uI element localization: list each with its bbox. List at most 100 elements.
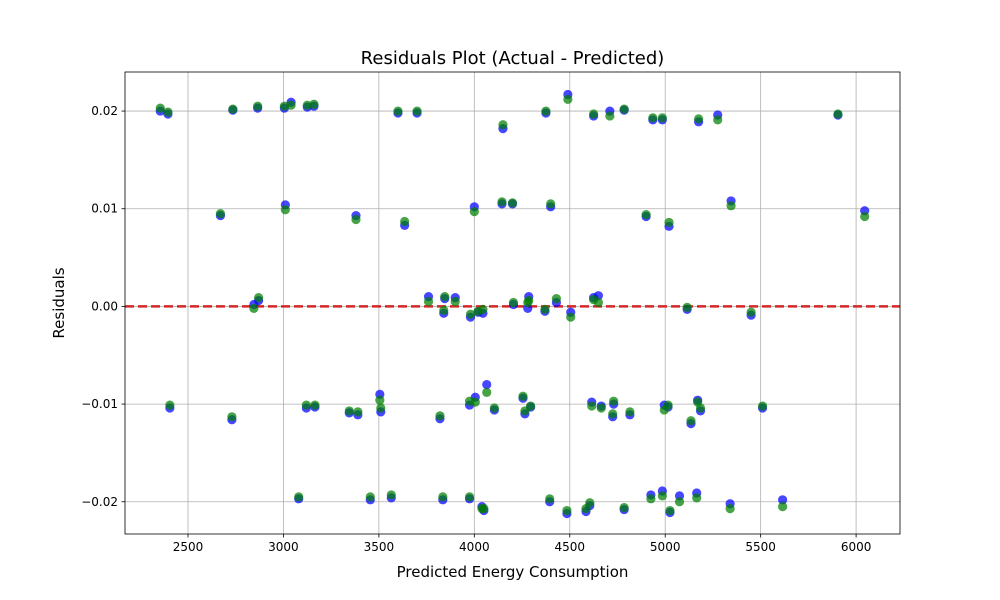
scatter-point-series-2 [489,403,499,413]
plot-frame [124,71,901,535]
scatter-point-series-2 [746,307,756,317]
scatter-point-series-1 [482,379,492,390]
scatter-point-series-2 [663,400,673,410]
scatter-point-series-2 [587,401,597,411]
scatter-point-series-2 [665,505,675,516]
scatter-point-series-2 [641,210,651,220]
y-axis: −0.02 −0.01 0.00 0.01 0.02 [81,104,125,509]
scatter-point-series-2 [393,106,403,116]
scatter-point-series-1 [778,495,788,505]
scatter-point-series-2 [605,111,615,121]
scatter-point-series-2 [280,205,290,215]
scatter-point-series-2 [479,504,489,514]
scatter-point-series-2 [439,305,449,315]
scatter-point-series-2 [657,491,667,501]
scatter-point-series-2 [619,104,629,114]
scatter-point-series-2 [860,211,870,222]
scatter-point-series-2 [518,391,528,401]
scatter-point-series-2 [375,395,385,405]
scatter-point-series-2 [694,114,704,124]
scatter-point-series-2 [648,113,658,123]
scatter-point-series-2 [609,396,619,406]
scatter-point-series-2 [227,412,237,422]
scatter-point-series-2 [478,304,488,314]
scatter-point-series-2 [497,197,507,207]
scatter-point-series-2 [526,401,536,411]
scatter-point-series-2 [674,497,685,507]
scatter-point-series-2 [215,209,226,219]
y-axis-title: Residuals [50,267,68,338]
scatter-point-series-2 [228,104,238,114]
x-tick-label: 4000 [459,540,490,554]
scatter-point-series-2 [541,106,551,116]
scatter-point-series-2 [498,120,508,130]
scatter-point-series-2 [423,296,434,307]
scatter-point-series-2 [589,109,599,119]
scatter-point-series-2 [507,198,518,208]
x-tick-label: 3500 [364,540,395,554]
scatter-point-series-2 [713,115,723,125]
scatter-point-series-2 [546,199,556,209]
y-tick-label: 0.00 [91,299,118,313]
scatter-point-series-2 [545,494,555,504]
y-tick-label: −0.01 [81,397,118,411]
scatter-point-series-2 [625,407,635,417]
y-tick-label: 0.02 [91,104,118,118]
scatter-points [155,89,870,519]
scatter-point-series-2 [465,309,476,319]
scatter-point-series-2 [646,494,656,504]
scatter-point-series-2 [562,505,572,516]
scatter-point-series-2 [482,387,492,397]
scatter-point-series-2 [566,312,576,322]
y-tick-label: −0.02 [81,495,118,509]
scatter-point-series-2 [435,411,445,421]
scatter-point-series-2 [778,502,788,512]
y-tick-label: 0.01 [91,202,118,216]
scatter-point-series-2 [438,492,448,502]
scatter-point-series-2 [725,504,735,514]
scatter-point-series-2 [757,401,768,411]
x-tick-label: 5500 [745,540,776,554]
scatter-point-series-2 [309,99,319,109]
scatter-point-series-2 [400,216,410,227]
scatter-point-series-2 [464,492,475,502]
scatter-point-series-2 [450,296,460,307]
scatter-point-series-2 [833,109,843,119]
scatter-point-series-2 [376,403,386,413]
scatter-point-series-2 [249,303,259,313]
scatter-point-series-2 [254,293,264,303]
scatter-point-series-2 [469,207,479,217]
scatter-point-series-2 [440,292,450,302]
scatter-point-series-2 [344,406,354,416]
scatter-point-series-2 [682,302,692,312]
scatter-point-series-2 [163,107,173,117]
scatter-point-series-2 [596,403,606,413]
scatter-point-series-2 [692,493,702,503]
scatter-point-series-2 [585,498,595,508]
x-axis-title: Predicted Energy Consumption [397,563,629,581]
scatter-point-series-2 [253,101,263,111]
x-tick-label: 4500 [554,540,585,554]
scatter-point-series-2 [593,297,603,308]
x-tick-label: 5000 [650,540,681,554]
scatter-point-series-2 [365,492,375,502]
scatter-point-series-2 [386,490,396,500]
x-tick-label: 3000 [268,540,299,554]
scatter-point-series-2 [551,294,562,304]
scatter-point-series-2 [726,201,736,211]
scatter-point-series-2 [563,94,573,104]
scatter-point-series-2 [301,400,311,410]
x-tick-label: 2500 [173,540,204,554]
plot-area: 2500 3000 3500 4000 4500 5000 5500 6000 −0.02−0… [81,71,901,554]
scatter-point-series-2 [540,304,550,314]
scatter-point-series-2 [657,113,667,123]
scatter-point-series-2 [470,397,480,407]
x-tick-label: 6000 [841,540,872,554]
scatter-point-series-2 [608,409,618,419]
scatter-point-series-2 [351,214,361,225]
scatter-point-series-2 [508,297,519,308]
scatter-point-series-2 [412,106,422,116]
scatter-point-series-2 [664,217,674,228]
scatter-point-series-2 [310,400,320,410]
